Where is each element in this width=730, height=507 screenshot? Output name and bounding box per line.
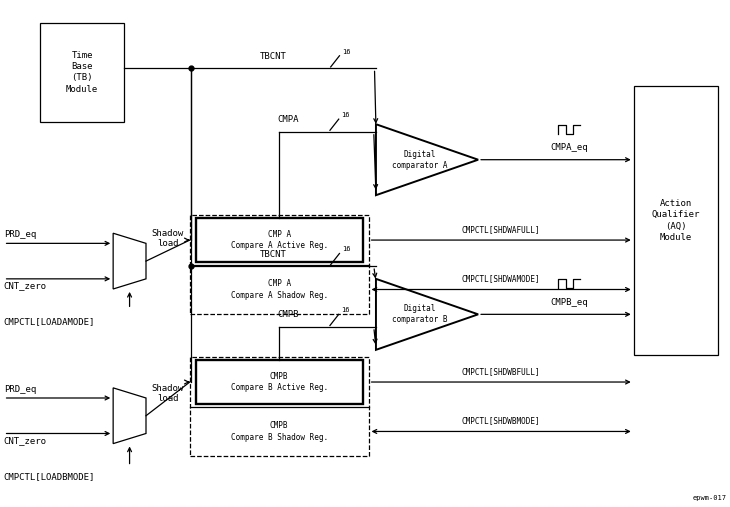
- Text: CMPCTL[LOADAMODE]: CMPCTL[LOADAMODE]: [4, 317, 95, 326]
- Text: 16: 16: [342, 307, 350, 313]
- Bar: [196, 218, 363, 262]
- Bar: [634, 86, 718, 355]
- Text: CMPCTL[LOADBMODE]: CMPCTL[LOADBMODE]: [4, 473, 95, 482]
- Text: CMPB: CMPB: [277, 310, 299, 319]
- Text: TBCNT: TBCNT: [261, 249, 287, 259]
- Text: PRD_eq: PRD_eq: [4, 385, 36, 394]
- Bar: [40, 23, 124, 122]
- Text: Action
Qualifier
(AQ)
Module: Action Qualifier (AQ) Module: [651, 199, 700, 242]
- Text: Shadow
load: Shadow load: [152, 384, 184, 403]
- Text: PRD_eq: PRD_eq: [4, 230, 36, 239]
- Text: 16: 16: [342, 112, 350, 118]
- Text: CMPCTL[SHDWAMODE]: CMPCTL[SHDWAMODE]: [462, 274, 540, 283]
- Text: CMPB_eq: CMPB_eq: [550, 298, 588, 307]
- Bar: [190, 357, 369, 456]
- Text: CMPB
Compare B Active Reg.: CMPB Compare B Active Reg.: [231, 372, 328, 392]
- Text: epwm-017: epwm-017: [692, 495, 726, 501]
- Bar: [196, 360, 363, 404]
- Bar: [190, 215, 369, 314]
- Polygon shape: [113, 233, 146, 289]
- Text: CMPB
Compare B Shadow Reg.: CMPB Compare B Shadow Reg.: [231, 421, 328, 442]
- Text: 16: 16: [342, 246, 351, 252]
- Text: Digital
comparator B: Digital comparator B: [392, 304, 447, 324]
- Text: 16: 16: [342, 49, 351, 55]
- Text: CNT_zero: CNT_zero: [4, 281, 47, 291]
- Text: CNT_zero: CNT_zero: [4, 436, 47, 445]
- Polygon shape: [113, 388, 146, 444]
- Text: CMPCTL[SHDWBMODE]: CMPCTL[SHDWBMODE]: [462, 416, 540, 425]
- Polygon shape: [376, 124, 478, 195]
- Text: CMPCTL[SHDWAFULL]: CMPCTL[SHDWAFULL]: [462, 225, 540, 234]
- Text: CMPCTL[SHDWBFULL]: CMPCTL[SHDWBFULL]: [462, 367, 540, 376]
- Text: Time
Base
(TB)
Module: Time Base (TB) Module: [66, 51, 99, 94]
- Text: TBCNT: TBCNT: [261, 52, 287, 61]
- Text: CMPA: CMPA: [277, 115, 299, 124]
- Text: CMPA_eq: CMPA_eq: [550, 143, 588, 152]
- Text: CMP A
Compare A Active Reg.: CMP A Compare A Active Reg.: [231, 230, 328, 250]
- Text: CMP A
Compare A Shadow Reg.: CMP A Compare A Shadow Reg.: [231, 279, 328, 300]
- Polygon shape: [376, 279, 478, 350]
- Text: Shadow
load: Shadow load: [152, 229, 184, 248]
- Text: Digital
comparator A: Digital comparator A: [392, 150, 447, 170]
